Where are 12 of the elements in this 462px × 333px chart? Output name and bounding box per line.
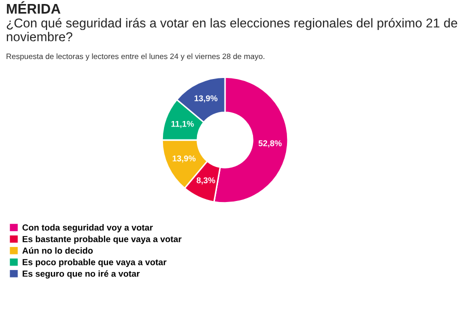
data-label: 13,9% <box>194 95 218 102</box>
data-label: 52,8% <box>258 140 282 148</box>
data-label: 8,3% <box>196 177 216 184</box>
chart-title: MÉRIDA <box>6 1 60 14</box>
legend-label: Es bastante probable que vaya a votar <box>22 236 182 244</box>
chart-subtitle: ¿Con qué seguridad irás a votar en las elecciones regionales del próximo 21 de noviembre? <box>6 18 458 42</box>
legend-label: Es seguro que no iré a votar <box>22 270 140 279</box>
data-label: 13,9% <box>172 155 196 163</box>
data-label: 11,1% <box>171 120 194 128</box>
legend-label: Con toda seguridad voy a votar <box>22 224 153 232</box>
legend-label: Aún no lo decido <box>22 247 93 254</box>
legend-label: Es poco probable que vaya a votar <box>22 258 166 267</box>
